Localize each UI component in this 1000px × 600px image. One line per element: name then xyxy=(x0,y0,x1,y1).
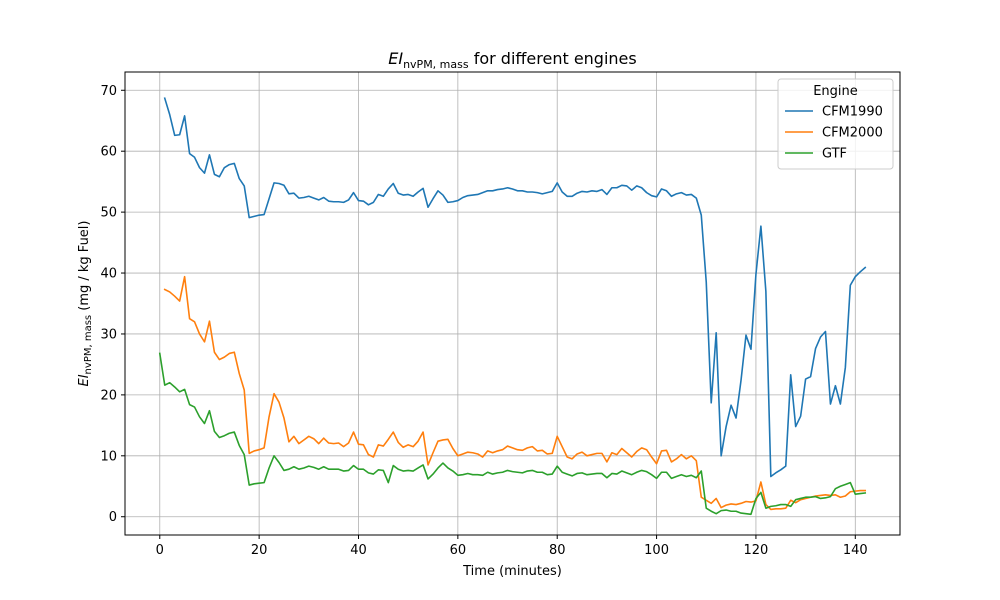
x-tick-label: 60 xyxy=(450,543,467,558)
series-line-cfm1990 xyxy=(163,97,867,478)
title-rest: for different engines xyxy=(469,49,637,68)
x-tick-label: 20 xyxy=(251,543,268,558)
legend-title: Engine xyxy=(813,84,858,99)
ylabel-subscript: nvPM, mass xyxy=(83,315,94,375)
legend-label-cfm1990: CFM1990 xyxy=(822,105,883,120)
legend: Engine CFM1990 CFM2000 GTF xyxy=(777,78,894,170)
x-tick-label: 100 xyxy=(644,543,669,558)
title-subscript: nvPM, mass xyxy=(403,58,469,71)
y-tick-label: 60 xyxy=(100,145,117,160)
y-axis-label: EInvPM, mass (mg / kg Fuel) xyxy=(77,221,94,387)
y-tick-label: 50 xyxy=(100,206,117,221)
x-tick-label: 0 xyxy=(156,543,164,558)
legend-items: CFM1990 CFM2000 GTF xyxy=(785,105,883,162)
ylabel-rest: (mg / kg Fuel) xyxy=(77,221,92,315)
legend-label-gtf: GTF xyxy=(822,147,847,162)
y-tick-label: 20 xyxy=(100,388,117,403)
x-tick-label: 80 xyxy=(549,543,566,558)
series-line-cfm2000 xyxy=(163,275,867,511)
x-tick-label: 40 xyxy=(350,543,367,558)
axis-ticks: 0 20 40 60 80 100 120 140 0 10 20 30 40 50 60 70 xyxy=(100,84,867,558)
series-lines xyxy=(158,97,867,516)
chart-title: EInvPM, mass for different engines xyxy=(388,49,636,71)
title-italic: EI xyxy=(388,49,403,68)
legend-label-cfm2000: CFM2000 xyxy=(822,126,883,141)
plot-frame xyxy=(124,71,901,536)
ylabel-italic: EI xyxy=(77,374,92,386)
legend-box xyxy=(777,78,894,170)
x-tick-label: 140 xyxy=(843,543,868,558)
y-tick-label: 70 xyxy=(100,84,117,99)
x-axis-label: Time (minutes) xyxy=(462,564,562,579)
y-tick-label: 0 xyxy=(109,510,117,525)
y-tick-label: 10 xyxy=(100,449,117,464)
y-tick-label: 40 xyxy=(100,267,117,282)
x-tick-label: 120 xyxy=(744,543,769,558)
y-tick-label: 30 xyxy=(100,327,117,342)
series-line-gtf xyxy=(158,352,867,516)
